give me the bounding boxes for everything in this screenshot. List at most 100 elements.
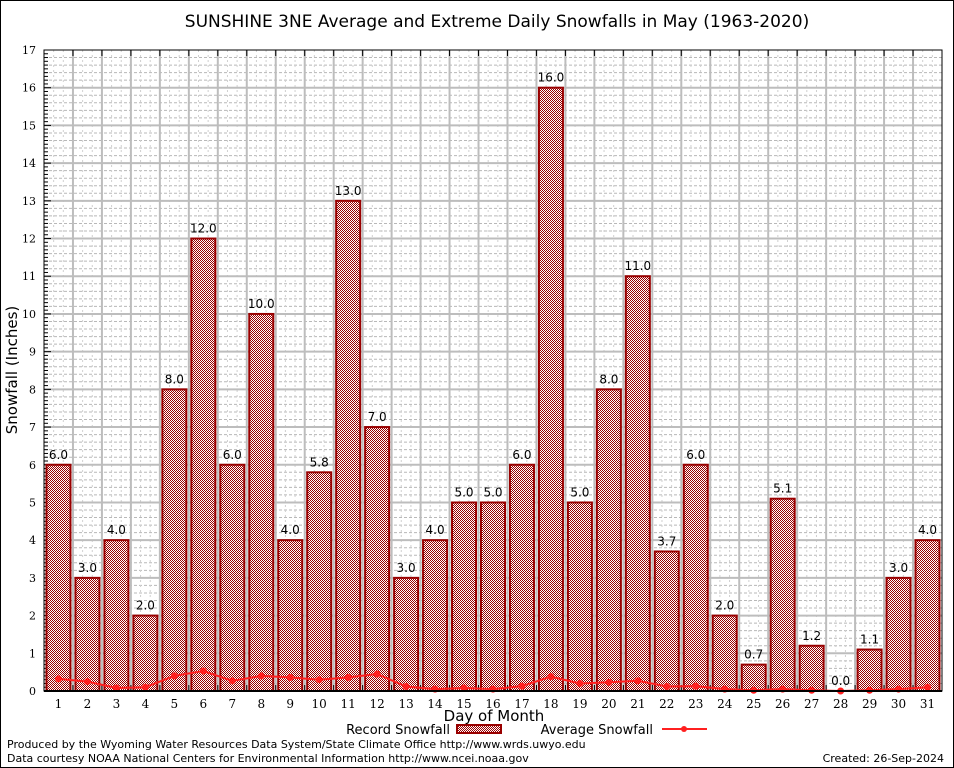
x-tick-label: 4 (142, 697, 150, 711)
bars (45, 86, 941, 693)
bar (566, 501, 593, 692)
average-point (286, 673, 294, 681)
bar (103, 539, 130, 692)
data-label: 6.0 (512, 448, 531, 462)
bar (769, 497, 796, 693)
data-label: 5.0 (483, 485, 502, 499)
bar (856, 648, 883, 693)
x-tick-label: 9 (286, 697, 294, 711)
average-point (315, 676, 323, 684)
bar (45, 463, 72, 692)
y-tick-label: 13 (22, 195, 36, 208)
average-point (141, 683, 149, 691)
y-axis-label: Snowfall (Inches) (3, 306, 21, 434)
bar (595, 388, 622, 692)
y-tick-label: 2 (29, 610, 36, 623)
data-label: 5.1 (773, 482, 792, 496)
bar (393, 576, 420, 692)
legend: Record Snowfall Average Snowfall (346, 723, 707, 738)
bar (190, 237, 217, 692)
average-point (663, 682, 671, 690)
x-tick-label: 11 (341, 697, 356, 711)
data-label: 8.0 (165, 372, 184, 386)
x-tick-label: 13 (398, 697, 413, 711)
bar (451, 501, 478, 692)
data-label: 6.0 (49, 448, 68, 462)
legend-label-record: Record Snowfall (346, 723, 450, 738)
x-tick-label: 31 (920, 697, 935, 711)
data-label: 12.0 (190, 222, 217, 236)
data-label: 0.7 (744, 648, 763, 662)
legend-label-average: Average Snowfall (541, 723, 653, 738)
x-tick-label: 21 (630, 697, 645, 711)
y-tick-label: 4 (29, 534, 36, 547)
average-point (924, 683, 932, 691)
y-tick-label: 10 (22, 308, 36, 321)
bar (914, 539, 941, 692)
legend-swatch-record (456, 724, 502, 734)
y-tick-label: 11 (22, 270, 36, 283)
x-tick-label: 6 (200, 697, 208, 711)
x-tick-label: 26 (775, 697, 790, 711)
average-point (605, 678, 613, 686)
x-tick-label: 22 (659, 697, 674, 711)
y-tick-label: 5 (29, 496, 36, 509)
y-tick-label: 3 (29, 572, 36, 585)
bar (740, 663, 767, 693)
x-tick-label: 19 (572, 697, 587, 711)
bar (653, 550, 680, 692)
bar (248, 312, 275, 692)
average-point (199, 667, 207, 675)
average-point (547, 673, 555, 681)
y-tick-label: 9 (29, 346, 36, 359)
bar (132, 614, 159, 693)
x-tick-label: 23 (688, 697, 703, 711)
y-tick-label: 1 (29, 647, 36, 660)
x-tick-label: 28 (833, 697, 848, 711)
average-point (54, 675, 62, 683)
data-label: 3.0 (78, 561, 97, 575)
x-tick-label: 7 (228, 697, 236, 711)
x-tick-label: 16 (485, 697, 500, 711)
bar (508, 463, 535, 692)
data-label: 1.2 (802, 629, 821, 643)
y-tick-label: 8 (29, 383, 36, 396)
x-tick-label: 12 (369, 697, 384, 711)
x-tick-label: 17 (514, 697, 529, 711)
x-tick-label: 15 (456, 697, 471, 711)
average-point (576, 679, 584, 687)
data-label: 2.0 (715, 599, 734, 613)
x-tick-label: 1 (55, 697, 63, 711)
bar (537, 86, 564, 693)
average-point (344, 673, 352, 681)
data-label: 4.0 (426, 523, 445, 537)
x-tick-label: 30 (891, 697, 906, 711)
data-label: 1.1 (860, 633, 879, 647)
plot-frame (43, 49, 943, 692)
data-label: 4.0 (107, 523, 126, 537)
average-point (373, 670, 381, 678)
bar (682, 463, 709, 692)
footer-produced-by: Produced by the Wyoming Water Resources … (7, 738, 586, 751)
data-label: 7.0 (368, 410, 387, 424)
data-label: 4.0 (918, 523, 937, 537)
data-label: 0.0 (831, 674, 850, 688)
bar (161, 388, 188, 692)
data-label: 3.0 (889, 561, 908, 575)
data-label: 8.0 (599, 372, 618, 386)
bar (480, 501, 506, 692)
bar (624, 275, 651, 692)
average-point (170, 672, 178, 680)
bar (885, 576, 912, 692)
x-tick-label: 2 (84, 697, 92, 711)
average-point (692, 682, 700, 690)
footer-created-date: Created: 26-Sep-2024 (823, 752, 944, 765)
y-tick-label: 6 (29, 459, 36, 472)
legend-marker-average (681, 726, 687, 732)
data-label: 3.0 (397, 561, 416, 575)
y-tick-label: 17 (22, 44, 36, 57)
x-tick-label: 20 (601, 697, 616, 711)
chart-title: SUNSHINE 3NE Average and Extreme Daily S… (185, 12, 809, 32)
bar (364, 426, 391, 692)
